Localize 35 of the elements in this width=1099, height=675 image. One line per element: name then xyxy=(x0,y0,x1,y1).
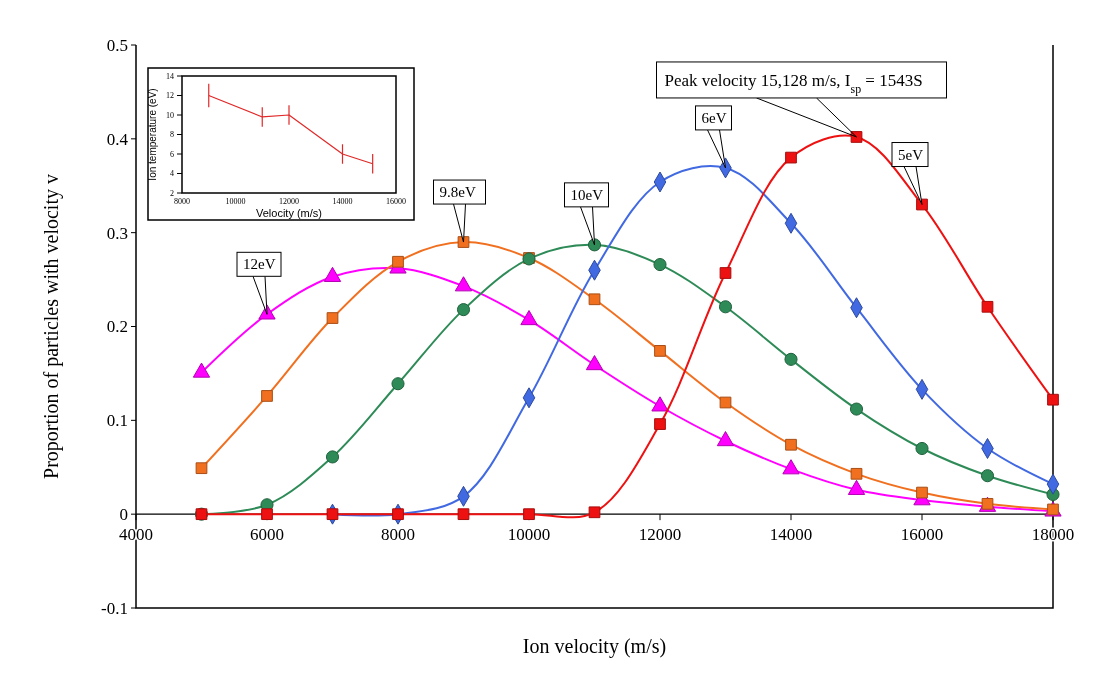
x-tick-label: 16000 xyxy=(386,197,406,206)
y-tick-label: -0.1 xyxy=(101,598,128,618)
y-tick-label: 2 xyxy=(170,188,174,198)
annotation: 9.8eV xyxy=(439,184,476,201)
y-tick-label: 0 xyxy=(119,505,128,525)
y-tick-label: 10 xyxy=(166,110,174,120)
annotation: 6eV xyxy=(701,109,727,126)
y-tick-label: 8 xyxy=(170,130,174,140)
annotation: 5eV xyxy=(898,146,924,163)
y-tick-label: 4 xyxy=(170,169,174,179)
y-axis-title: Proportion of particles with velocity v xyxy=(40,174,63,479)
x-axis-title: Velocity (m/s) xyxy=(255,207,323,219)
y-tick-label: 0.5 xyxy=(106,35,128,55)
y-tick-label: 0.2 xyxy=(106,317,128,337)
x-tick-label: 8000 xyxy=(174,197,190,206)
annotation: 10eV xyxy=(570,186,604,203)
y-tick-label: 0.3 xyxy=(106,223,128,243)
y-tick-label: 0.1 xyxy=(106,411,128,431)
x-tick-label: 12000 xyxy=(279,197,299,206)
x-tick-label: 16000 xyxy=(900,525,944,545)
x-tick-label: 14000 xyxy=(332,197,353,206)
x-tick-label: 6000 xyxy=(250,525,284,545)
x-tick-label: 10000 xyxy=(507,525,551,545)
x-tick-label: 8000 xyxy=(381,525,415,545)
y-tick-label: 14 xyxy=(166,71,174,81)
y-tick-label: 6 xyxy=(170,149,174,159)
y-tick-label: 0.4 xyxy=(106,129,129,149)
x-tick-label: 12000 xyxy=(638,525,682,545)
x-tick-label: 14000 xyxy=(769,525,813,545)
y-tick-label: 12 xyxy=(166,91,174,101)
annotation: 12eV xyxy=(243,256,276,273)
annotation: Peak velocity 15,128 m/s, I$_{sp}$ = 1543S xyxy=(664,70,923,96)
x-tick-label: 10000 xyxy=(225,197,246,206)
x-axis-title: Ion velocity (m/s) xyxy=(522,635,667,658)
y-axis-title: Ion temperature (eV) xyxy=(147,88,158,181)
